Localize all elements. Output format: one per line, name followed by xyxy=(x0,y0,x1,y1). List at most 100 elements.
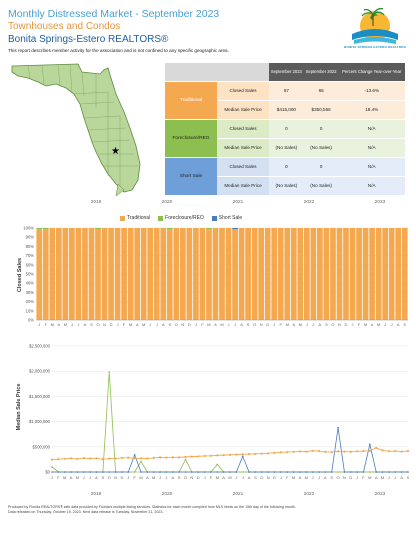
x-tick-label: A xyxy=(240,322,243,327)
bar-segment xyxy=(251,228,258,320)
x-tick-label: F xyxy=(286,475,289,480)
bar-segment xyxy=(95,228,101,230)
data-point xyxy=(171,471,174,473)
data-point xyxy=(241,471,244,473)
cell-value: (No Sales) xyxy=(269,176,304,196)
x-tick-label: J xyxy=(318,475,320,480)
x-tick-label: J xyxy=(77,322,79,327)
row-label: Closed Sales xyxy=(217,81,269,101)
x-tick-label: F xyxy=(123,322,126,327)
bar-segment xyxy=(258,228,265,320)
x-tick-label: A xyxy=(299,475,302,480)
y-tick-label: 40% xyxy=(26,281,35,286)
x-tick-label: M xyxy=(64,322,67,327)
data-point xyxy=(51,466,53,468)
x-tick-label: A xyxy=(375,475,378,480)
x-tick-label: J xyxy=(391,322,393,327)
x-tick-label: J xyxy=(235,475,237,480)
data-point xyxy=(140,471,142,473)
x-tick-label: A xyxy=(171,475,174,480)
x-tick-label: J xyxy=(38,322,40,327)
bar-segment xyxy=(219,228,225,320)
bar-segment xyxy=(42,229,49,320)
x-tick-label: A xyxy=(400,475,403,480)
table-corner xyxy=(165,63,269,82)
col-header: September 2023 xyxy=(269,63,304,82)
y-tick-label: 10% xyxy=(26,308,35,313)
bar-segment xyxy=(199,228,206,320)
bar-segment xyxy=(55,228,62,320)
report-title: Monthly Distressed Market - September 20… xyxy=(8,8,220,20)
x-tick-label: M xyxy=(76,475,79,480)
bar-segment xyxy=(317,228,323,320)
data-point xyxy=(191,471,193,473)
data-point xyxy=(394,471,397,473)
data-point xyxy=(95,457,98,460)
data-point xyxy=(203,454,206,458)
bar-segment xyxy=(127,228,134,320)
data-point xyxy=(362,471,365,473)
series-line xyxy=(51,447,409,461)
x-tick-label: O xyxy=(175,322,178,327)
data-point xyxy=(108,371,111,374)
y-tick-label: $2,500,000 xyxy=(29,344,51,349)
data-point xyxy=(69,457,73,460)
bar-segment xyxy=(388,228,395,320)
group-foreclosure: Foreclosure/REO xyxy=(165,119,217,158)
cell-value: 57 xyxy=(269,81,304,101)
table-row: Foreclosure/REO Closed Sales 0 0 N/A xyxy=(165,119,405,158)
row-label: Median Sale Price xyxy=(217,176,269,196)
footer-line: Data released on Thursday, October 19, 2… xyxy=(8,510,164,514)
cell-value: $415,000 xyxy=(269,100,304,120)
data-point xyxy=(375,446,378,449)
data-point xyxy=(375,471,378,473)
data-point xyxy=(57,458,60,461)
x-tick-label: F xyxy=(210,475,213,480)
data-point xyxy=(82,457,85,460)
x-tick-label: F xyxy=(280,322,283,327)
x-tick-label: A xyxy=(214,322,217,327)
data-point xyxy=(51,471,53,473)
data-point xyxy=(139,457,143,460)
data-point xyxy=(127,456,130,459)
location-star-icon: ★ xyxy=(111,146,120,157)
x-tick-label: J xyxy=(195,322,197,327)
x-tick-label: D xyxy=(273,475,276,480)
bar-segment xyxy=(153,228,160,320)
row-label: Closed Sales xyxy=(217,119,269,139)
year-label: 2023 xyxy=(374,492,386,497)
x-tick-label: A xyxy=(84,322,87,327)
x-tick-label: M xyxy=(207,322,210,327)
data-point xyxy=(247,453,251,456)
year-label: 2022 xyxy=(303,492,315,497)
data-point xyxy=(241,453,244,456)
bar-segment xyxy=(310,228,317,320)
data-point xyxy=(248,471,250,473)
col-header: September 2022 xyxy=(303,63,339,82)
data-point xyxy=(407,471,409,473)
x-tick-label: D xyxy=(345,322,348,327)
data-point xyxy=(140,460,142,463)
x-tick-label: F xyxy=(358,322,361,327)
x-tick-label: J xyxy=(71,322,73,327)
data-point xyxy=(133,457,136,460)
bar-segment xyxy=(336,228,343,320)
x-tick-label: O xyxy=(260,475,263,480)
x-tick-label: M xyxy=(152,475,155,480)
group-traditional: Traditional xyxy=(165,81,217,120)
bar-segment xyxy=(323,228,330,320)
data-point xyxy=(337,471,339,473)
data-point xyxy=(190,455,193,458)
data-point xyxy=(388,471,390,473)
bar-segment xyxy=(179,228,186,320)
data-point xyxy=(400,471,403,473)
bar-segment xyxy=(82,228,88,320)
data-point xyxy=(406,449,410,453)
bar-segment xyxy=(330,228,336,320)
data-point xyxy=(158,456,162,459)
x-tick-label: J xyxy=(156,322,158,327)
table-row: Traditional Closed Sales 57 66 -13.6% xyxy=(165,81,405,120)
data-point xyxy=(127,471,130,473)
data-point xyxy=(133,454,136,456)
data-point xyxy=(368,449,371,452)
